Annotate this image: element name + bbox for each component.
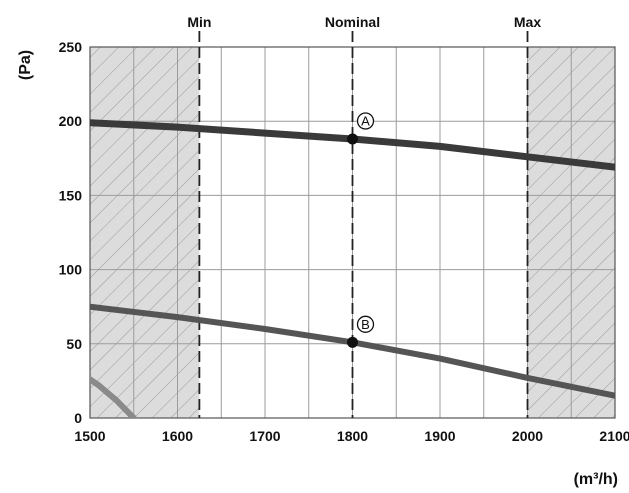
x-tick-label: 1900 xyxy=(424,428,455,444)
y-tick-label: 250 xyxy=(59,39,83,55)
x-tick-label: 2100 xyxy=(599,428,629,444)
x-axis-label: (m³/h) xyxy=(574,471,618,488)
y-tick-label: 100 xyxy=(59,262,83,278)
operating-point xyxy=(347,336,358,348)
x-tick-label: 2000 xyxy=(512,428,543,444)
y-tick-labels: 0 50 100 150 200 250 xyxy=(59,39,83,426)
marker-label: Min xyxy=(187,14,211,30)
y-tick-label: 50 xyxy=(66,336,82,352)
marker-label: Nominal xyxy=(325,14,380,30)
x-tick-label: 1500 xyxy=(74,428,105,444)
operating-points: AB xyxy=(347,112,375,348)
point-badge xyxy=(356,315,375,333)
y-tick-label: 150 xyxy=(59,187,83,203)
vertical-markers: Min Nominal Max xyxy=(187,14,541,418)
series-line xyxy=(90,376,137,418)
point-badge xyxy=(356,112,375,130)
point-label: B xyxy=(361,317,370,332)
point-label: A xyxy=(361,114,370,129)
x-tick-label: 1800 xyxy=(337,428,368,444)
y-tick-label: 0 xyxy=(74,410,82,426)
marker-label: Max xyxy=(514,14,541,30)
hatched-range xyxy=(90,47,200,418)
x-tick-label: 1600 xyxy=(162,428,193,444)
x-tick-label: 1700 xyxy=(249,428,280,444)
operating-point xyxy=(347,133,358,145)
y-axis-label: (Pa) xyxy=(17,50,34,80)
x-tick-labels: 1500 1600 1700 1800 1900 2000 2100 xyxy=(74,428,629,444)
y-tick-label: 200 xyxy=(59,113,83,129)
